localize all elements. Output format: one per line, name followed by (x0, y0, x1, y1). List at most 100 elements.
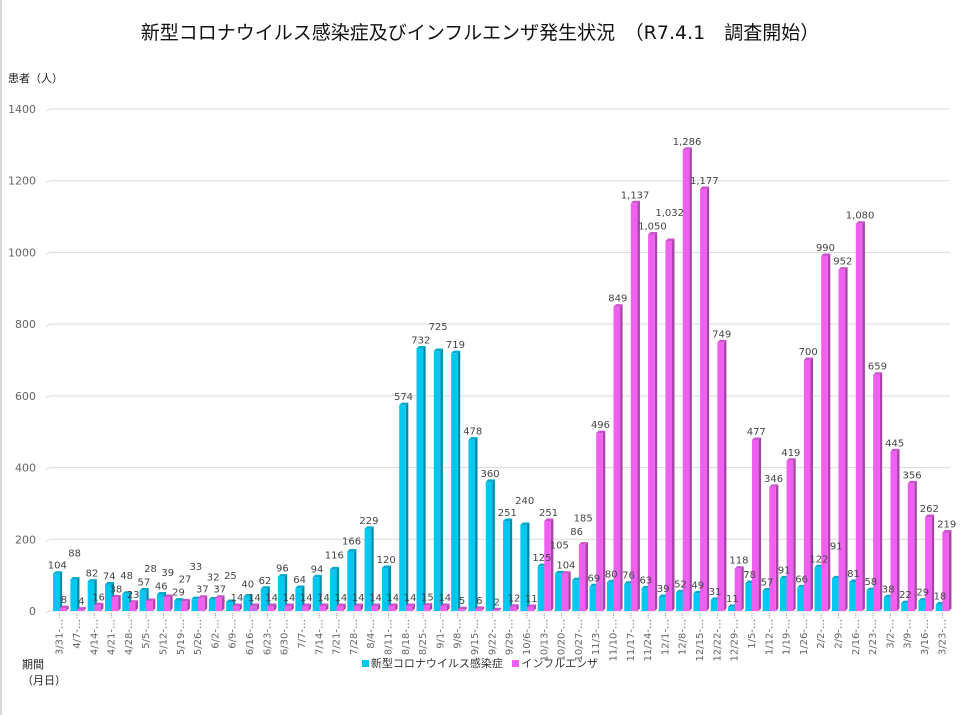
bar-side (440, 348, 443, 611)
bar-side (284, 574, 288, 611)
data-label-influenza: 1,080 (846, 211, 875, 222)
data-label-covid: 120 (377, 555, 396, 566)
legend-label-covid: 新型コロナウイルス感染症 (370, 657, 503, 670)
bar-covid (364, 528, 372, 611)
data-label-influenza: 496 (591, 420, 610, 431)
data-label-influenza: 11 (525, 594, 538, 605)
data-label-influenza: 219 (937, 519, 956, 530)
data-label-covid: 69 (588, 573, 601, 584)
bar-top (433, 348, 443, 352)
legend-label-influenza: インフルエンザ (521, 657, 599, 670)
bar-top (388, 603, 398, 606)
bar-top (665, 238, 675, 241)
data-label-covid: 66 (795, 574, 808, 585)
x-tick-label: 12/22-… (712, 619, 723, 661)
bar-top (405, 603, 415, 606)
x-tick-label: 3/31-… (55, 619, 66, 655)
bar-influenza (301, 605, 309, 611)
bar-top (700, 186, 710, 189)
bar-side (793, 458, 796, 611)
bar-covid (728, 607, 735, 611)
data-label-covid: 125 (532, 553, 551, 564)
x-axis-label-line1: 期間 (22, 658, 44, 671)
data-label-covid: 32 (207, 573, 220, 584)
bar-covid (624, 583, 631, 611)
bar-top (544, 518, 554, 521)
data-label-influenza: 6 (476, 596, 482, 607)
bar-top (503, 518, 513, 521)
bar-covid (312, 577, 320, 611)
bar-side (481, 606, 485, 611)
bar-covid (883, 597, 891, 611)
x-tick-label: 8/4-… (366, 619, 377, 649)
bar-top (485, 479, 495, 482)
y-tick-label: 600 (15, 390, 36, 403)
bar-top (468, 437, 478, 440)
bar-influenza (94, 605, 101, 611)
bar-top (648, 232, 658, 235)
bar-top (319, 603, 329, 606)
bar-side (170, 594, 173, 611)
bar-influenza (873, 374, 880, 611)
data-label-covid: 31 (709, 587, 722, 598)
bar-covid (260, 588, 268, 611)
x-tick-label: 9/1-… (435, 619, 446, 649)
bar-side (464, 606, 467, 611)
gridline-bevel (45, 610, 51, 614)
bar-top (717, 339, 727, 343)
bar-covid (849, 581, 856, 611)
y-tick-label: 800 (15, 318, 36, 331)
bar-covid (745, 583, 752, 611)
bar-influenza (890, 451, 898, 611)
bar-top (53, 571, 63, 574)
x-tick-label: 6/2-… (210, 619, 221, 649)
data-label-influenza: 1,137 (621, 190, 650, 201)
bar-covid (676, 592, 683, 611)
bar-side (336, 566, 340, 611)
bar-top (139, 588, 149, 591)
gridline-bevel (45, 538, 51, 542)
bar-covid (468, 439, 476, 611)
bar-top (423, 603, 433, 606)
bar-covid (641, 588, 649, 611)
bar-covid (191, 599, 199, 611)
legend-item-influenza: インフルエンザ (512, 655, 598, 671)
data-label-covid: 166 (342, 536, 361, 547)
bar-influenza (457, 609, 465, 611)
data-label-influenza: 262 (920, 504, 939, 515)
bar-covid (399, 405, 406, 611)
data-label-influenza: 14 (248, 593, 261, 604)
data-labels: 1048884821674384823572846392927333732372… (48, 137, 956, 608)
bar-side (239, 603, 242, 611)
x-tick-label: 3/9-… (903, 619, 914, 649)
data-label-influenza: 28 (144, 564, 157, 575)
bar-side (654, 232, 658, 611)
bar-influenza (215, 597, 223, 611)
data-label-covid: 29 (172, 588, 185, 599)
x-tick-label: 10/20-… (557, 619, 568, 661)
bar-influenza (388, 605, 396, 611)
bar-covid (451, 353, 458, 611)
x-tick-label: 4/14-… (89, 619, 100, 655)
bar-covid (208, 599, 216, 611)
bar-top (295, 585, 305, 589)
x-tick-label: 8/11-… (384, 619, 395, 655)
data-label-covid: 46 (155, 582, 168, 593)
bar-side (931, 514, 935, 611)
bar-side (492, 479, 495, 611)
bar-top (475, 606, 485, 609)
bar-top (821, 253, 831, 257)
bar-influenza (336, 605, 344, 611)
bar-top (163, 594, 173, 598)
bar-covid (520, 524, 527, 611)
bar-influenza (717, 342, 724, 611)
data-label-influenza: 952 (833, 257, 852, 268)
data-label-influenza: 14 (300, 593, 313, 604)
bar-influenza (509, 606, 517, 611)
bar-side (429, 603, 433, 611)
bar-side (204, 595, 208, 611)
bar-top (353, 603, 363, 606)
bar-top (803, 357, 813, 360)
x-tick-label: 9/29-… (505, 619, 516, 655)
